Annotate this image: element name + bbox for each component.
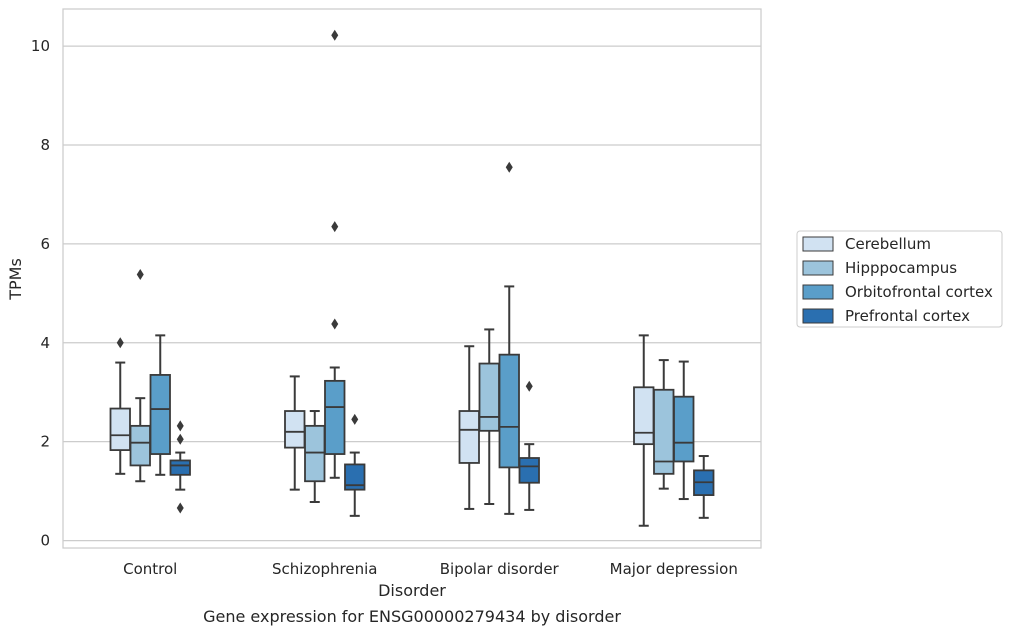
y-axis-ticks: 0 2 4 6 8 10 — [31, 37, 50, 549]
box-prefrontal-cortex — [344, 413, 366, 517]
legend-label: Cerebellum — [845, 235, 931, 253]
box-hipppocampus — [304, 410, 326, 504]
box-prefrontal-cortex — [518, 380, 540, 511]
box-body — [129, 424, 151, 467]
legend-swatch — [802, 260, 834, 276]
box-orbitofrontal-cortex — [149, 334, 171, 476]
box-orbitofrontal-cortex — [324, 29, 346, 479]
x-tick-label: Major depression — [610, 560, 738, 578]
outlier-point — [176, 502, 184, 514]
box-body — [633, 386, 655, 446]
outlier-point — [136, 269, 144, 281]
x-tick-label: Control — [123, 560, 177, 578]
box-body — [518, 457, 540, 484]
box-hipppocampus — [478, 328, 500, 505]
legend: Cerebellum Hipppocampus Orbitofrontal cort… — [796, 230, 1003, 328]
outlier-point — [176, 420, 184, 432]
box-orbitofrontal-cortex — [498, 161, 520, 515]
x-tick-label: Schizophrenia — [272, 560, 377, 578]
outlier-point — [331, 318, 339, 330]
y-tick-label: 10 — [31, 37, 50, 55]
box-cerebellum — [109, 337, 131, 475]
box-orbitofrontal-cortex — [673, 360, 695, 501]
outlier-point — [351, 413, 359, 425]
legend-swatch — [802, 284, 834, 300]
box-prefrontal-cortex — [693, 455, 715, 519]
outlier-point — [331, 221, 339, 233]
legend-label: Orbitofrontal cortex — [845, 283, 993, 301]
figure-caption: Gene expression for ENSG00000279434 by d… — [203, 607, 621, 626]
y-axis-label: TPMs — [6, 258, 25, 301]
box-cerebellum — [458, 345, 480, 510]
box-hipppocampus — [653, 359, 675, 490]
box-body — [673, 395, 695, 463]
box-prefrontal-cortex — [169, 420, 191, 514]
box-body — [498, 353, 520, 469]
x-axis-ticks: Control Schizophrenia Bipolar disorder Majo… — [123, 560, 738, 578]
outlier-point — [525, 380, 533, 392]
box-body — [169, 459, 191, 476]
legend-frame — [796, 230, 1003, 328]
outlier-point — [116, 337, 124, 349]
legend-swatch — [802, 236, 834, 252]
box-body — [478, 362, 500, 432]
box-body — [344, 463, 366, 491]
legend-label: Prefrontal cortex — [845, 307, 970, 325]
outlier-point — [331, 29, 339, 41]
outlier-point — [176, 433, 184, 445]
y-tick-label: 2 — [40, 433, 50, 451]
box-cerebellum — [633, 334, 655, 527]
box-plot-series — [109, 29, 715, 527]
box-body — [109, 407, 131, 451]
y-tick-label: 4 — [40, 334, 50, 352]
box-body — [458, 410, 480, 464]
box-body — [149, 374, 171, 455]
x-axis-label: Disorder — [378, 581, 446, 600]
plot-area-frame — [62, 8, 762, 549]
outlier-point — [505, 161, 513, 173]
box-body — [324, 379, 346, 455]
box-cerebellum — [284, 375, 306, 491]
legend-label: Hipppocampus — [845, 259, 957, 277]
y-tick-label: 6 — [40, 235, 50, 253]
box-body — [304, 424, 326, 483]
y-tick-label: 0 — [40, 532, 50, 550]
x-tick-label: Bipolar disorder — [440, 560, 560, 578]
legend-swatch — [802, 308, 834, 324]
box-hipppocampus — [129, 269, 151, 483]
box-body — [284, 410, 306, 449]
y-tick-label: 8 — [40, 136, 50, 154]
